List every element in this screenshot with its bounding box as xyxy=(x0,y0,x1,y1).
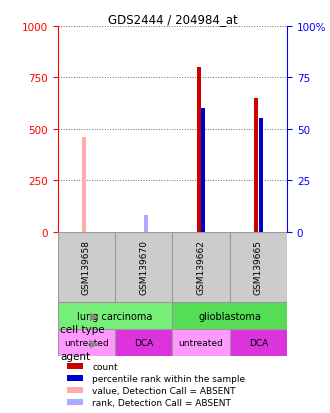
Text: agent: agent xyxy=(60,351,90,361)
Bar xyxy=(230,232,287,303)
Text: glioblastoma: glioblastoma xyxy=(198,311,261,321)
Text: ▶: ▶ xyxy=(90,338,99,348)
Bar xyxy=(197,68,201,232)
Bar xyxy=(201,109,205,232)
Text: rank, Detection Call = ABSENT: rank, Detection Call = ABSENT xyxy=(92,398,231,407)
Text: GSM139662: GSM139662 xyxy=(197,240,206,294)
Text: lung carcinoma: lung carcinoma xyxy=(78,311,153,321)
Text: ▶: ▶ xyxy=(90,311,99,321)
Bar xyxy=(173,232,230,303)
Bar xyxy=(173,303,287,330)
Text: GSM139670: GSM139670 xyxy=(139,240,148,295)
Text: GSM139665: GSM139665 xyxy=(254,240,263,295)
Bar xyxy=(254,99,258,232)
Bar xyxy=(67,387,83,394)
Bar xyxy=(259,119,263,232)
Bar xyxy=(115,232,173,303)
Title: GDS2444 / 204984_at: GDS2444 / 204984_at xyxy=(108,13,237,26)
Bar xyxy=(67,363,83,370)
Bar xyxy=(173,330,230,356)
Bar xyxy=(115,330,173,356)
Text: value, Detection Call = ABSENT: value, Detection Call = ABSENT xyxy=(92,386,236,395)
Text: percentile rank within the sample: percentile rank within the sample xyxy=(92,374,245,383)
Text: DCA: DCA xyxy=(249,339,268,347)
Bar xyxy=(67,399,83,406)
Bar xyxy=(144,216,148,232)
Text: untreated: untreated xyxy=(64,339,109,347)
Bar xyxy=(82,138,86,232)
Bar xyxy=(230,330,287,356)
Bar xyxy=(58,303,173,330)
Bar xyxy=(58,232,115,303)
Text: cell type: cell type xyxy=(60,325,105,335)
Text: untreated: untreated xyxy=(179,339,223,347)
Text: DCA: DCA xyxy=(134,339,153,347)
Bar xyxy=(67,375,83,382)
Text: count: count xyxy=(92,362,118,371)
Bar xyxy=(58,330,115,356)
Text: GSM139658: GSM139658 xyxy=(82,240,91,295)
